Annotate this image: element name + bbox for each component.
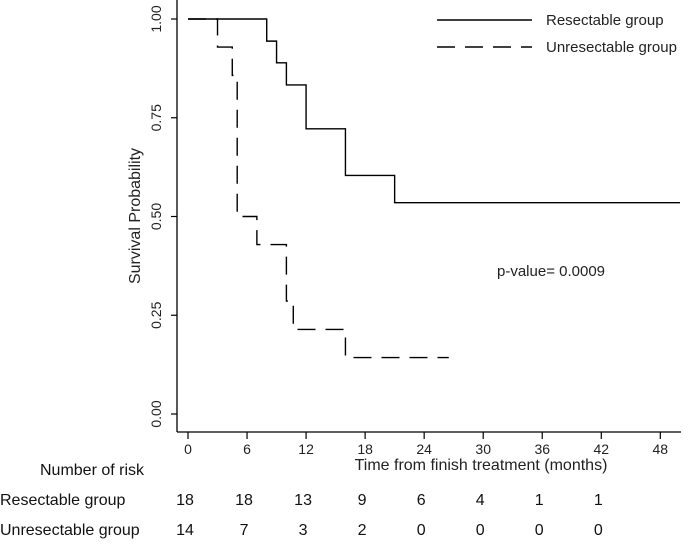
x-axis-title: Time from finish treatment (months) <box>355 457 608 474</box>
y-tick-label: 1.00 <box>148 5 164 32</box>
x-tick-label: 0 <box>184 441 192 457</box>
y-tick-label: 0.50 <box>148 203 164 230</box>
series-line-unresectable <box>188 18 449 359</box>
x-tick-label: 36 <box>534 441 550 457</box>
risk-count: 18 <box>235 492 253 509</box>
legend: Resectable group Unresectable group <box>437 12 677 56</box>
y-tick-label: 0.25 <box>148 301 164 328</box>
legend-label-unresectable: Unresectable group <box>546 39 677 56</box>
x-tick-label: 12 <box>298 441 314 457</box>
risk-count: 1 <box>535 492 544 509</box>
risk-count: 0 <box>594 522 603 539</box>
x-tick-label: 18 <box>357 441 373 457</box>
risk-count: 2 <box>358 522 367 539</box>
x-tick-label: 6 <box>243 441 251 457</box>
series-line-resectable <box>188 18 680 204</box>
risk-count: 7 <box>240 522 249 539</box>
legend-label-resectable: Resectable group <box>546 12 664 29</box>
risk-row-label-resectable: Resectable group <box>0 492 126 509</box>
risk-count: 6 <box>417 492 426 509</box>
risk-count: 14 <box>176 522 194 539</box>
x-tick-label: 42 <box>593 441 609 457</box>
risk-count: 3 <box>299 522 308 539</box>
x-axis: 0 6 12 18 24 30 36 42 48 <box>184 432 668 457</box>
risk-table-title: Number of risk <box>40 462 145 479</box>
x-tick-label: 24 <box>416 441 432 457</box>
risk-count: 0 <box>476 522 485 539</box>
risk-table: Number of risk Resectable group Unresect… <box>0 462 603 539</box>
risk-row-label-unresectable: Unresectable group <box>0 522 140 539</box>
risk-count: 0 <box>417 522 426 539</box>
series-layer <box>188 18 680 359</box>
risk-count: 18 <box>176 492 194 509</box>
risk-count: 4 <box>476 492 485 509</box>
x-tick-label: 30 <box>475 441 491 457</box>
risk-count: 13 <box>294 492 312 509</box>
y-axis-title: Survival Probability <box>127 148 144 284</box>
risk-count: 1 <box>594 492 603 509</box>
x-tick-label: 48 <box>653 441 669 457</box>
risk-count: 0 <box>535 522 544 539</box>
p-value-annotation: p-value= 0.0009 <box>497 263 605 280</box>
y-axis: 0.00 0.25 0.50 0.75 1.00 <box>148 5 177 428</box>
y-tick-label: 0.00 <box>148 400 164 427</box>
y-tick-label: 0.75 <box>148 104 164 131</box>
risk-count: 9 <box>358 492 367 509</box>
